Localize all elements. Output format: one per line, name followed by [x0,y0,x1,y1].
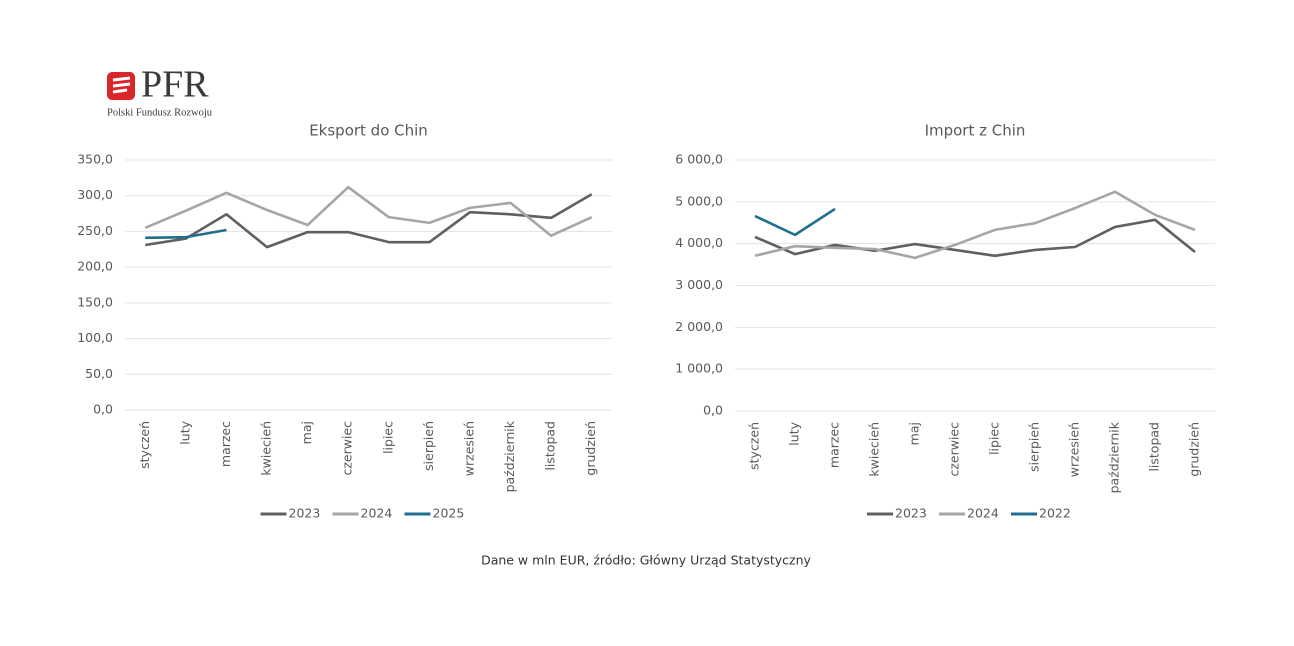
x-tick-label: maj [299,421,314,444]
x-tick-label: luty [787,421,802,445]
legend-label: 2022 [1039,506,1071,521]
logo: PFR Polski Fundusz Rozwoju [107,64,213,118]
x-tick-label: styczeń [137,421,152,469]
series-line [754,190,1196,260]
x-tick-label: listopad [543,421,558,471]
logo-text: PFR [141,64,209,106]
y-tick-label: 100,0 [77,330,113,345]
y-tick-label: 3 000,0 [675,277,723,292]
chart-title: Import z Chin [925,122,1026,140]
x-tick-label: lipiec [380,421,395,454]
legend-label: 2025 [433,506,465,521]
chart-title: Eksport do Chin [309,122,428,140]
x-tick-label: styczeń [747,422,762,470]
x-tick-label: listopad [1147,422,1162,472]
x-tick-label: październik [502,420,517,492]
x-tick-label: luty [177,420,192,444]
x-tick-label: sierpień [421,421,436,471]
series-line [145,193,593,249]
x-tick-label: sierpień [1027,422,1042,472]
x-tick-label: czerwiec [340,421,355,476]
x-tick-label: lipiec [987,422,1002,455]
y-tick-label: 1 000,0 [675,361,723,376]
y-tick-label: 0,0 [93,402,113,417]
x-tick-label: październik [1107,421,1122,493]
legend-label: 2024 [361,506,393,521]
x-tick-label: kwiecień [867,422,882,477]
y-tick-label: 5 000,0 [675,193,723,208]
y-tick-label: 300,0 [77,187,113,202]
y-tick-label: 200,0 [77,259,113,274]
x-tick-label: marzec [827,422,842,468]
y-tick-label: 0,0 [703,403,723,418]
x-tick-label: kwiecień [259,421,274,476]
y-tick-label: 50,0 [85,366,113,381]
series-line [754,207,836,237]
legend-label: 2023 [289,506,321,521]
x-tick-label: wrzesień [1067,422,1082,477]
x-tick-label: czerwiec [947,422,962,477]
source-note: Dane w mln EUR, źródło: Główny Urząd Sta… [481,553,811,568]
legend-label: 2023 [895,506,927,521]
logo-subtitle: Polski Fundusz Rozwoju [107,107,213,118]
series-line [144,185,593,238]
y-tick-label: 4 000,0 [675,235,723,250]
series-line [145,228,227,240]
x-tick-label: grudzień [1187,422,1202,477]
y-tick-label: 250,0 [77,223,113,238]
legend-label: 2024 [967,506,999,521]
y-tick-label: 150,0 [77,294,113,309]
x-tick-label: marzec [218,421,233,467]
x-tick-label: maj [907,422,922,445]
x-tick-label: grudzień [583,421,598,476]
y-tick-label: 2 000,0 [675,319,723,334]
x-tick-label: wrzesień [461,421,476,476]
logo-icon-lines [112,76,131,94]
y-tick-label: 6 000,0 [675,152,723,167]
y-tick-label: 350,0 [77,152,113,167]
